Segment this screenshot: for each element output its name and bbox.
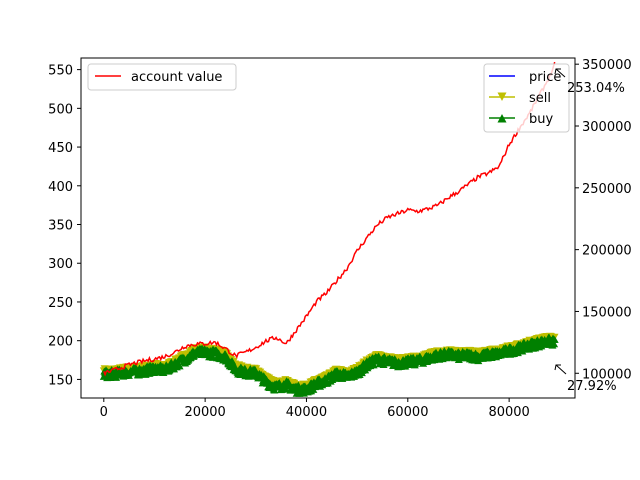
y-axis-left: 150 200 250 300 350 400 450 500 550 — [48, 64, 81, 388]
x-tick-label: 60000 — [387, 405, 428, 420]
buy-marker — [240, 364, 249, 372]
y-left-tick-label: 200 — [48, 335, 73, 350]
buy-marker — [550, 335, 559, 343]
annotation-arrowhead-account — [554, 68, 561, 75]
legend-account: account value — [87, 63, 237, 91]
y-left-tick-label: 300 — [48, 257, 73, 272]
y-right-tick-label: 300000 — [582, 120, 632, 135]
legend-marker-buy — [497, 114, 507, 123]
buy-marker — [369, 361, 378, 369]
annotations: 253.04% 27.92% — [554, 68, 625, 394]
buy-marker — [270, 386, 279, 394]
y-right-tick-label: 100000 — [582, 367, 632, 382]
buy-marker — [550, 340, 559, 348]
annotation-arrow-account — [555, 68, 566, 78]
x-tick-label: 0 — [100, 405, 108, 420]
x-tick-label: 80000 — [488, 405, 529, 420]
legend-label-sell: sell — [529, 91, 551, 106]
legend-trades: price sell buy — [483, 63, 570, 133]
x-axis: 0 20000 40000 60000 80000 — [100, 398, 530, 420]
annotation-arrow-price — [555, 364, 567, 375]
y-left-tick-label: 250 — [48, 296, 73, 311]
x-tick-label: 20000 — [184, 405, 225, 420]
buy-marker — [175, 362, 184, 370]
plot-area — [99, 61, 559, 397]
y-left-tick-label: 400 — [48, 180, 73, 195]
buy-markers — [99, 333, 559, 397]
y-left-tick-label: 450 — [48, 141, 73, 156]
y-right-tick-label: 250000 — [582, 182, 632, 197]
legend-label-price: price — [529, 70, 561, 85]
y-left-tick-label: 150 — [48, 373, 73, 388]
annotation-price-return: 27.92% — [567, 379, 617, 394]
plot-frame — [80, 57, 576, 399]
account-value-line — [103, 61, 556, 377]
y-axis-right: 100000 150000 200000 250000 300000 350000 — [575, 58, 632, 382]
y-left-tick-label: 500 — [48, 102, 73, 117]
y-right-tick-label: 200000 — [582, 244, 632, 259]
y-right-tick-label: 150000 — [582, 305, 632, 320]
y-left-tick-label: 350 — [48, 219, 73, 234]
y-left-tick-label: 550 — [48, 64, 73, 79]
x-tick-label: 40000 — [286, 405, 327, 420]
y-right-tick-label: 350000 — [582, 58, 632, 73]
annotation-arrowhead-price — [554, 364, 561, 371]
legend-label-buy: buy — [529, 112, 553, 127]
legend-label-account-value: account value — [131, 70, 222, 85]
buy-marker — [281, 385, 290, 393]
legend-marker-sell — [497, 92, 507, 101]
annotation-account-return: 253.04% — [567, 81, 625, 96]
